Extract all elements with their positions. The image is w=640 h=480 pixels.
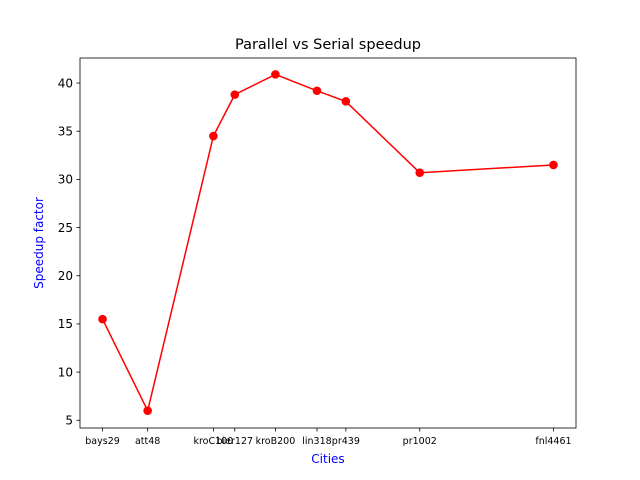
chart-title: Parallel vs Serial speedup (235, 37, 421, 53)
data-point-pr439 (341, 97, 351, 106)
series-speedup (98, 70, 558, 415)
x-tick-label-kroB200: kroB200 (256, 436, 296, 447)
y-axis-label: Speedup factor (32, 197, 46, 289)
x-tick-label-bier127: bier127 (217, 436, 254, 447)
data-point-kroB200 (271, 70, 280, 79)
x-tick-label-fnl4461: fnl4461 (535, 436, 571, 447)
data-point-bays29 (98, 314, 107, 324)
x-tick-label-bays29: bays29 (85, 436, 120, 447)
y-tick-label: 30 (58, 173, 73, 187)
x-axis-label: Cities (311, 452, 344, 466)
y-axis: 5 10 15 20 25 30 35 40 (58, 76, 80, 428)
y-tick-label: 40 (58, 76, 73, 90)
y-tick-label: 5 (65, 414, 73, 428)
x-tick-label-att48: att48 (135, 436, 160, 447)
y-tick-label: 25 (58, 221, 73, 235)
y-tick-label: 10 (58, 365, 73, 379)
data-point-fnl4461 (549, 160, 558, 170)
plot-area-frame (79, 57, 577, 429)
x-tick-label-pr439: pr439 (332, 436, 360, 447)
data-point-att48 (143, 406, 152, 415)
data-point-bier127 (230, 90, 240, 99)
y-tick-label: 20 (58, 269, 73, 283)
x-tick-label-pr1002: pr1002 (403, 436, 437, 447)
x-tick-label-kroC100: kroC100 (193, 436, 233, 447)
y-tick-label: 35 (58, 125, 73, 139)
y-tick-label: 15 (58, 317, 73, 331)
data-point-lin318 (312, 86, 322, 96)
data-point-kroC100 (209, 131, 218, 141)
x-tick-label-lin318: lin318 (302, 436, 331, 447)
data-point-pr1002 (415, 168, 425, 177)
